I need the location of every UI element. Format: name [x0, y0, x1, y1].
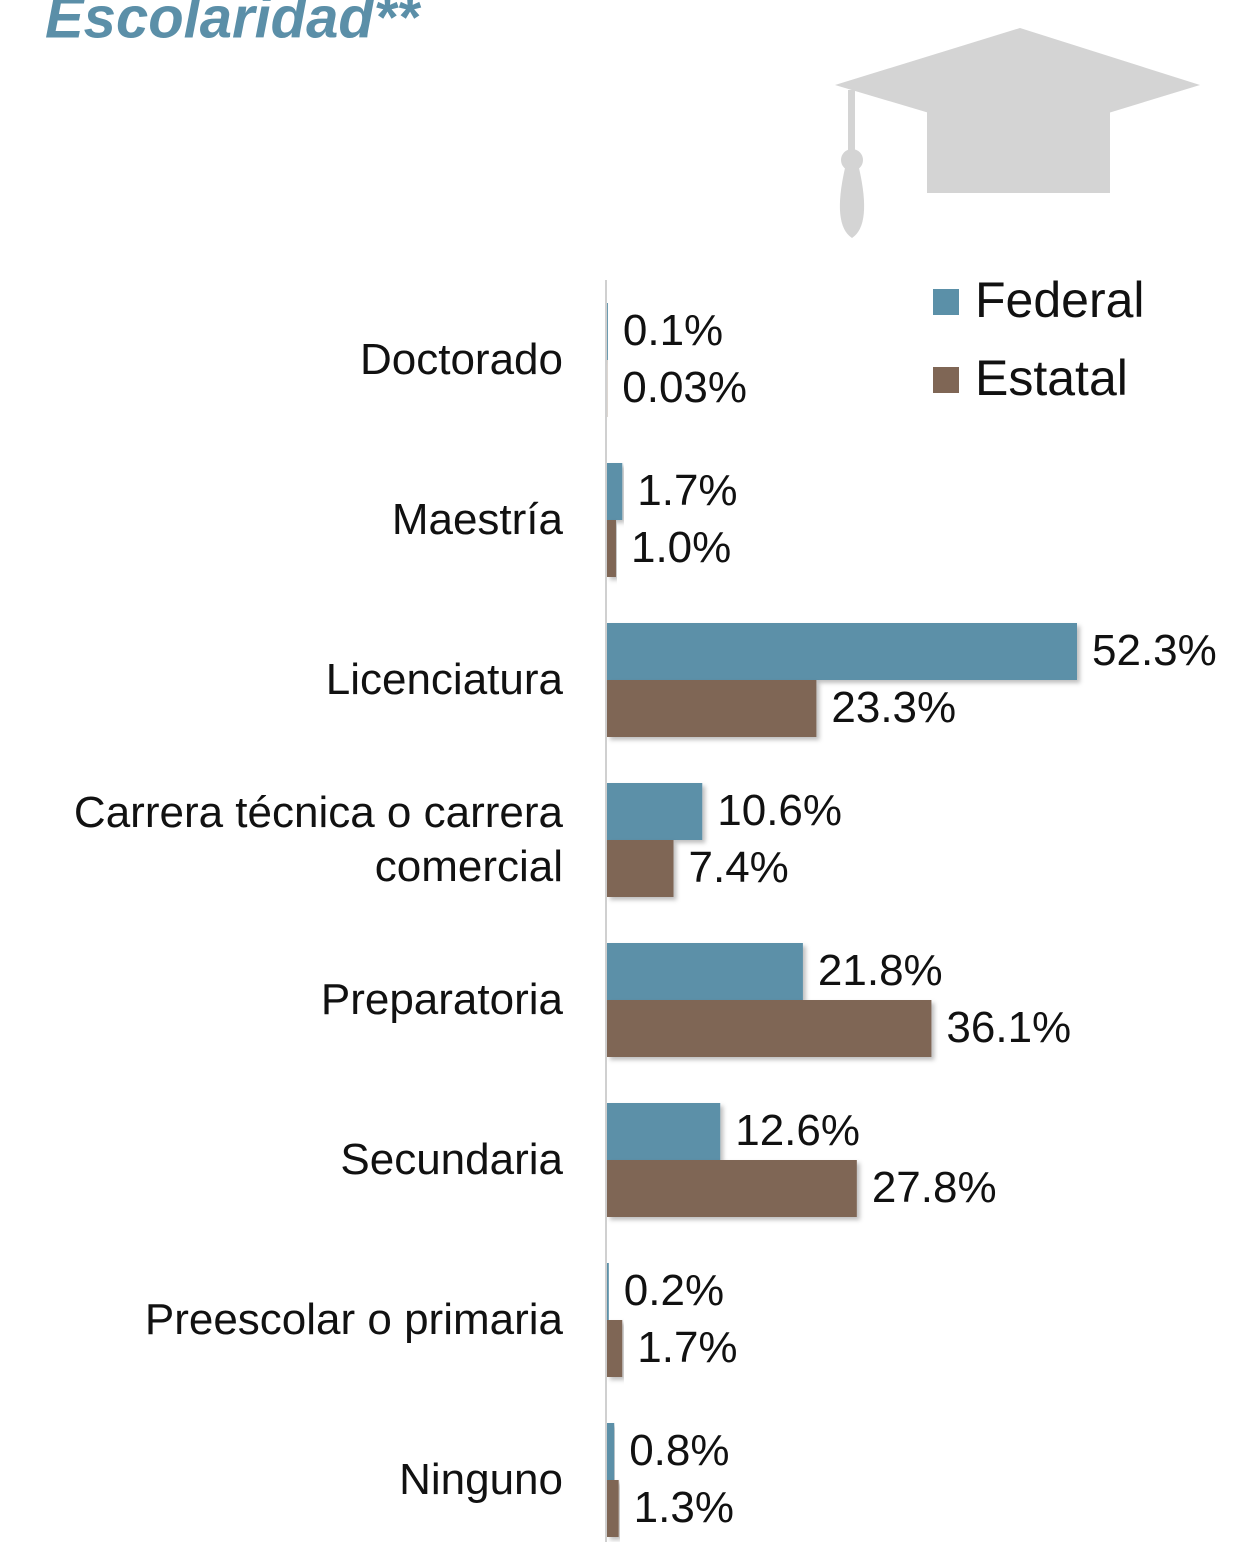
bar — [607, 840, 674, 897]
bar — [607, 1160, 857, 1217]
value-label: 1.7% — [637, 466, 737, 515]
legend-swatch — [933, 367, 959, 393]
value-label: 1.0% — [631, 523, 731, 572]
bar — [607, 1320, 623, 1377]
legend-swatch — [933, 289, 959, 315]
bar — [607, 623, 1077, 680]
category-label: Carrera técnica o carrera comercial — [73, 788, 563, 891]
value-label: 52.3% — [1092, 626, 1217, 675]
value-label: 1.3% — [634, 1483, 734, 1532]
bar — [607, 783, 703, 840]
category-label: Ninguno — [399, 1455, 563, 1504]
category-label: Preparatoria — [320, 975, 563, 1024]
value-label: 36.1% — [946, 1003, 1071, 1052]
value-label: 21.8% — [818, 946, 943, 995]
category-label: Preescolar o primaria — [144, 1295, 563, 1344]
legend-label: Federal — [975, 272, 1145, 328]
legend-label: Estatal — [975, 350, 1128, 406]
bar — [607, 1423, 615, 1480]
bar — [607, 303, 608, 360]
category-label: Doctorado — [359, 335, 563, 384]
value-label: 27.8% — [872, 1163, 997, 1212]
value-label: 0.8% — [629, 1426, 729, 1475]
value-label: 10.6% — [717, 786, 842, 835]
bar — [607, 1000, 932, 1057]
value-label: 0.1% — [623, 306, 723, 355]
bar — [607, 1103, 721, 1160]
value-label: 0.03% — [622, 363, 747, 412]
bar — [607, 1480, 619, 1537]
value-label: 1.7% — [637, 1323, 737, 1372]
chart-title: Escolaridad** — [45, 0, 421, 50]
bar — [607, 943, 803, 1000]
value-label: 12.6% — [735, 1106, 860, 1155]
bar — [607, 680, 817, 737]
category-label: Secundaria — [340, 1135, 563, 1184]
value-label: 23.3% — [831, 683, 956, 732]
bar — [607, 463, 623, 520]
category-label: Maestría — [391, 495, 563, 544]
value-label: 0.2% — [624, 1266, 724, 1315]
cap-icon — [835, 28, 1200, 238]
category-label: Licenciatura — [325, 655, 563, 704]
value-label: 7.4% — [689, 843, 789, 892]
bar — [607, 520, 616, 577]
bar — [607, 1263, 609, 1320]
